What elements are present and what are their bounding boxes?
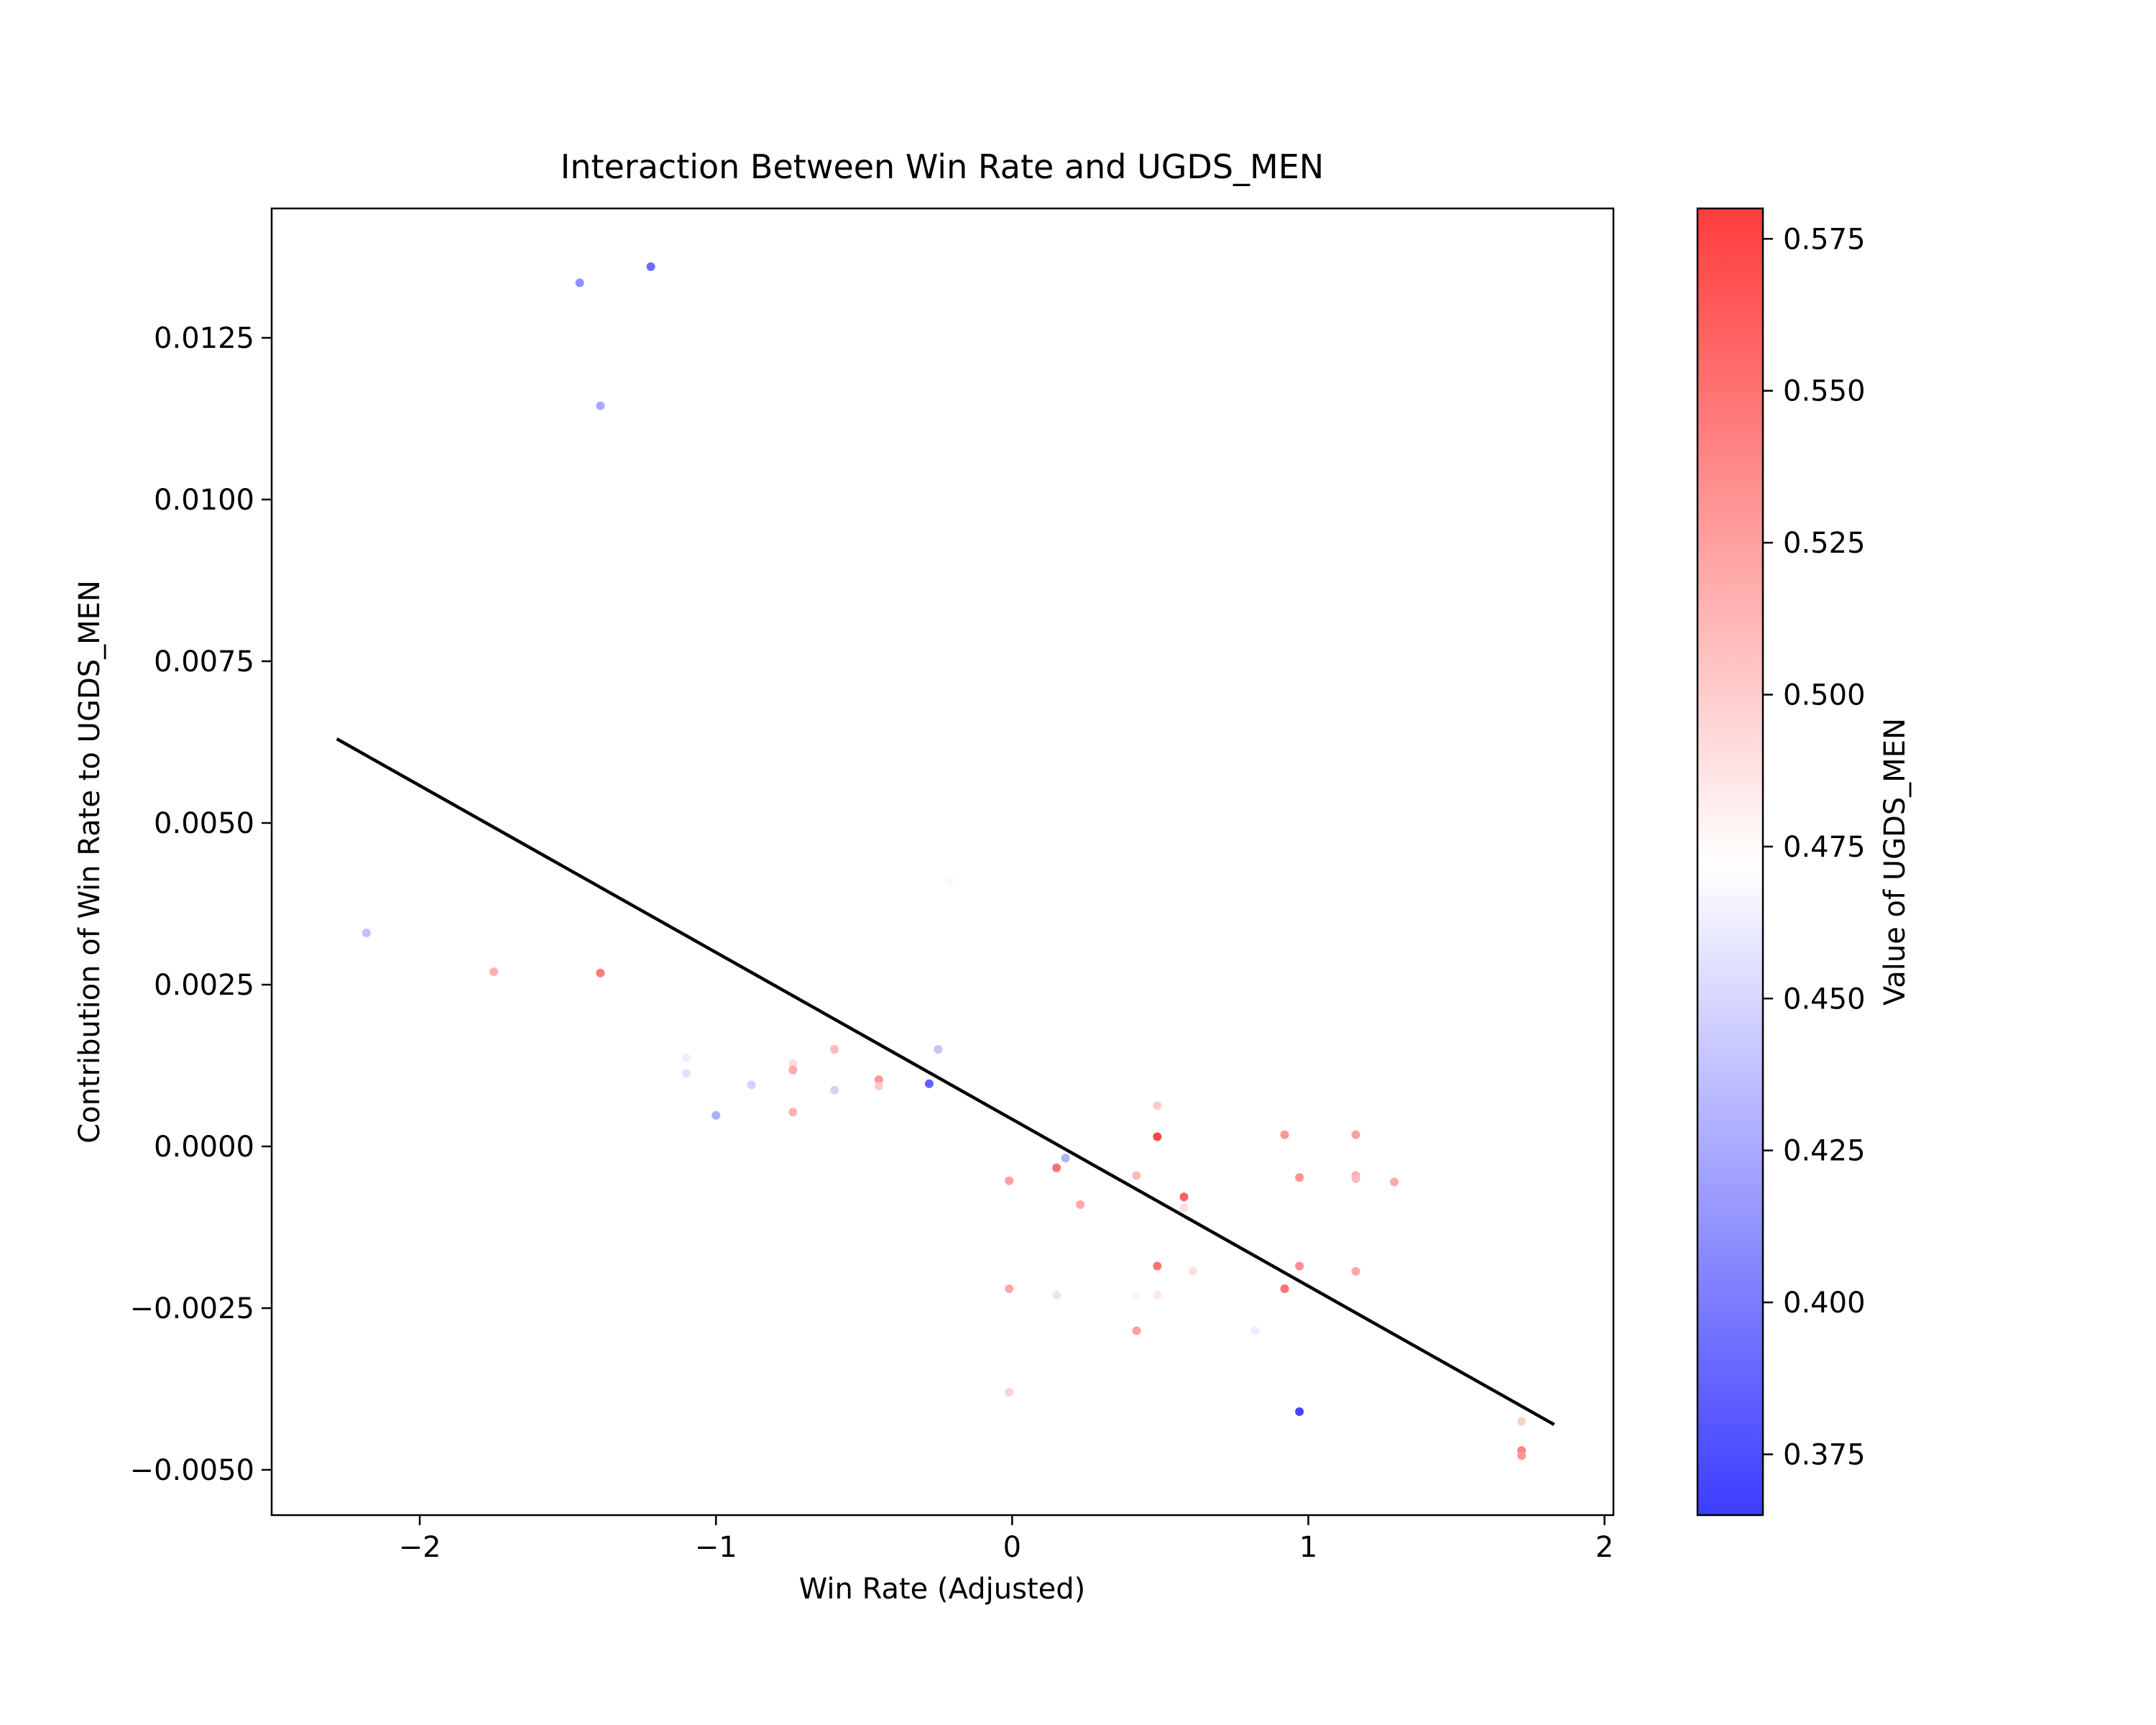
scatter-point-39 — [1295, 1173, 1304, 1182]
trend-line — [336, 737, 1555, 1426]
scatter-point-41 — [1280, 1284, 1289, 1293]
scatter-point-36 — [1132, 1326, 1141, 1335]
colorbar-tick-label-3: 0.450 — [1783, 983, 1866, 1016]
scatter-point-11 — [788, 1065, 798, 1075]
colorbar-gradient — [1696, 207, 1764, 1517]
scatter-point-43 — [1351, 1130, 1360, 1139]
scatter-point-30 — [1179, 1192, 1189, 1202]
y-tick-label-1: −0.0025 — [130, 1292, 254, 1325]
y-tick-label-5: 0.0075 — [154, 645, 254, 678]
scatter-point-38 — [1280, 1130, 1289, 1139]
x-tick-label-1: −1 — [695, 1531, 737, 1564]
y-axis: −0.0050 −0.0025 0.0000 0.0025 0.0050 0.0075 0.… — [130, 322, 272, 1487]
scatter-point-27 — [1153, 1101, 1162, 1110]
scatter-point-24 — [1061, 1154, 1070, 1163]
scatter-point-7 — [681, 1069, 691, 1078]
scatter-point-32 — [1153, 1261, 1162, 1271]
colorbar-tick-label-8: 0.575 — [1783, 223, 1866, 256]
y-tick-label-2: 0.0000 — [154, 1131, 254, 1164]
scatter-point-47 — [1351, 1266, 1360, 1276]
plot-area — [270, 207, 1615, 1517]
scatter-points — [361, 262, 1526, 1460]
scatter-point-12 — [788, 1108, 798, 1117]
scatter-point-20 — [1005, 1176, 1014, 1185]
scatter-point-35 — [1153, 1291, 1162, 1300]
colorbar-label: Value of UGDS_MEN — [1879, 718, 1912, 1006]
scatter-point-22 — [1005, 1388, 1014, 1397]
scatter-point-31 — [1179, 1203, 1189, 1213]
scatter-point-42 — [1295, 1407, 1304, 1416]
colorbar-tick-label-7: 0.550 — [1783, 375, 1866, 408]
y-axis-label: Contribution of Win Rate to UGDS_MEN — [73, 580, 106, 1144]
colorbar-ticks: 0.375 0.400 0.425 0.450 0.475 0.500 0.525 0.550… — [1763, 223, 1866, 1471]
y-tick-label-6: 0.0100 — [154, 484, 254, 517]
colorbar-tick-label-5: 0.500 — [1783, 678, 1866, 712]
scatter-point-23 — [1052, 1163, 1061, 1172]
scatter-point-16 — [874, 1082, 883, 1091]
scatter-point-13 — [830, 1045, 839, 1054]
scatter-point-3 — [361, 929, 371, 937]
scatter-point-29 — [1132, 1171, 1141, 1180]
scatter-point-18 — [934, 1045, 943, 1054]
x-axis: −2 −1 0 1 2 — [399, 1515, 1613, 1564]
y-tick-label-4: 0.0050 — [154, 807, 254, 840]
colorbar: 0.375 0.400 0.425 0.450 0.475 0.500 0.525 0.550… — [1696, 207, 1912, 1517]
scatter-point-5 — [596, 968, 605, 978]
scatter-point-2 — [596, 401, 605, 410]
scatter-point-37 — [1250, 1326, 1260, 1335]
y-tick-label-7: 0.0125 — [154, 322, 254, 355]
y-tick-label-0: −0.0050 — [130, 1454, 254, 1487]
scatter-point-6 — [681, 1053, 691, 1062]
colorbar-tick-label-4: 0.475 — [1783, 831, 1866, 864]
scatter-point-26 — [1052, 1291, 1061, 1300]
plot-frame — [270, 207, 1615, 1517]
scatter-point-25 — [1076, 1200, 1085, 1209]
scatter-point-48 — [1517, 1417, 1526, 1426]
scatter-point-34 — [1132, 1291, 1141, 1300]
y-tick-label-3: 0.0025 — [154, 969, 254, 1002]
chart-title: Interaction Between Win Rate and UGDS_ME… — [561, 147, 1324, 186]
colorbar-tick-label-6: 0.525 — [1783, 527, 1866, 560]
x-tick-label-0: −2 — [399, 1531, 441, 1564]
scatter-point-19 — [945, 877, 954, 886]
scatter-point-33 — [1188, 1266, 1197, 1276]
colorbar-tick-label-1: 0.400 — [1783, 1287, 1866, 1320]
scatter-point-45 — [1351, 1174, 1360, 1183]
scatter-point-46 — [1390, 1177, 1399, 1187]
scatter-point-28 — [1153, 1132, 1162, 1141]
scatter-point-0 — [575, 278, 584, 288]
x-tick-label-2: 0 — [1003, 1531, 1021, 1564]
colorbar-tick-label-0: 0.375 — [1783, 1438, 1866, 1471]
scatter-point-15 — [874, 1075, 883, 1085]
scatter-point-14 — [830, 1085, 839, 1095]
x-tick-label-4: 2 — [1595, 1531, 1613, 1564]
scatter-point-21 — [1005, 1284, 1014, 1293]
scatter-point-9 — [711, 1110, 721, 1120]
scatter-point-40 — [1295, 1261, 1304, 1271]
scatter-point-50 — [1517, 1451, 1526, 1460]
scatter-point-8 — [747, 1080, 756, 1090]
scatter-point-10 — [788, 1059, 798, 1068]
colorbar-tick-label-2: 0.425 — [1783, 1135, 1866, 1168]
x-tick-label-3: 1 — [1299, 1531, 1317, 1564]
x-axis-label: Win Rate (Adjusted) — [799, 1573, 1086, 1606]
scatter-point-4 — [489, 967, 499, 976]
scatter-point-17 — [924, 1079, 934, 1088]
scatter-point-1 — [646, 262, 655, 271]
